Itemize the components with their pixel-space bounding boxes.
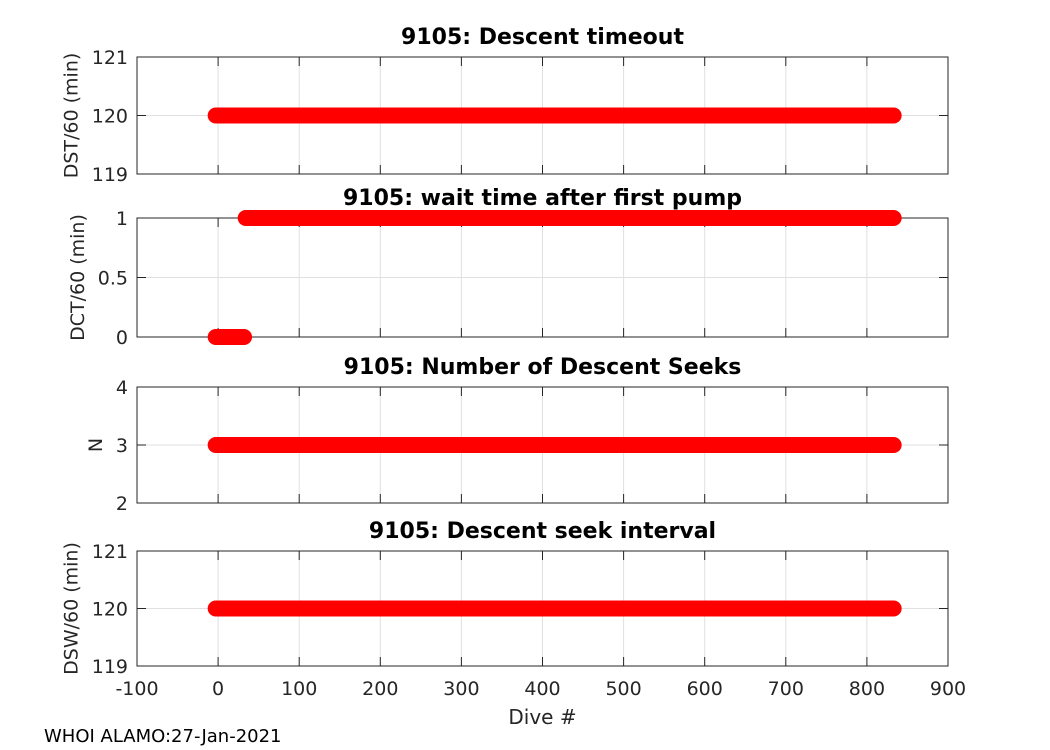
y-axis-label: DSW/60 (min) <box>61 542 83 675</box>
x-tick-label: -100 <box>115 678 158 700</box>
y-tick-label: 4 <box>116 377 128 399</box>
subplot-title: 9105: wait time after first pump <box>343 186 742 211</box>
x-tick-label: 400 <box>524 678 560 700</box>
y-axis-label: DCT/60 (min) <box>67 214 89 341</box>
watermark-text: WHOI ALAMO:27-Jan-2021 <box>44 726 282 747</box>
subplot-2: 0 0.5 1 DCT/60 (min) 9105: wait time after f… <box>67 186 949 349</box>
x-tick-label: 100 <box>281 678 317 700</box>
subplot-title: 9105: Descent seek interval <box>369 519 716 544</box>
x-tick-label: 500 <box>605 678 641 700</box>
y-tick-label: 0 <box>116 327 128 349</box>
subplot-3: 2 3 4 N 9105: Number of Descent Seeks <box>85 355 949 515</box>
subplot-1: 119 120 121 DST/60 (min) 9105: Descent timeo… <box>61 25 949 186</box>
x-tick-label: 800 <box>849 678 885 700</box>
y-tick-label: 120 <box>92 599 128 621</box>
y-axis-label: DST/60 (min) <box>61 53 83 179</box>
subplot-title: 9105: Number of Descent Seeks <box>344 355 742 380</box>
y-tick-label: 119 <box>92 164 128 186</box>
x-tick-label: 900 <box>930 678 966 700</box>
x-tick-label: 0 <box>212 678 224 700</box>
y-tick-label: 121 <box>92 47 128 69</box>
x-axis-label: Dive # <box>508 705 576 729</box>
x-tick-label: 200 <box>362 678 398 700</box>
x-tick-label: 300 <box>443 678 479 700</box>
y-tick-label: 1 <box>116 208 128 230</box>
y-tick-label: 121 <box>92 541 128 563</box>
y-tick-label: 119 <box>92 656 128 678</box>
y-tick-label: 2 <box>116 493 128 515</box>
x-tick-label: 600 <box>687 678 723 700</box>
y-tick-label: 120 <box>92 106 128 128</box>
subplot-4: 119 120 121 DSW/60 (min) 9105: Descent seek … <box>61 519 966 729</box>
y-tick-label: 0.5 <box>98 268 128 290</box>
y-tick-label: 3 <box>116 435 128 457</box>
y-axis-label: N <box>85 438 107 452</box>
subplot-title: 9105: Descent timeout <box>401 25 684 50</box>
x-tick-label: 700 <box>768 678 804 700</box>
